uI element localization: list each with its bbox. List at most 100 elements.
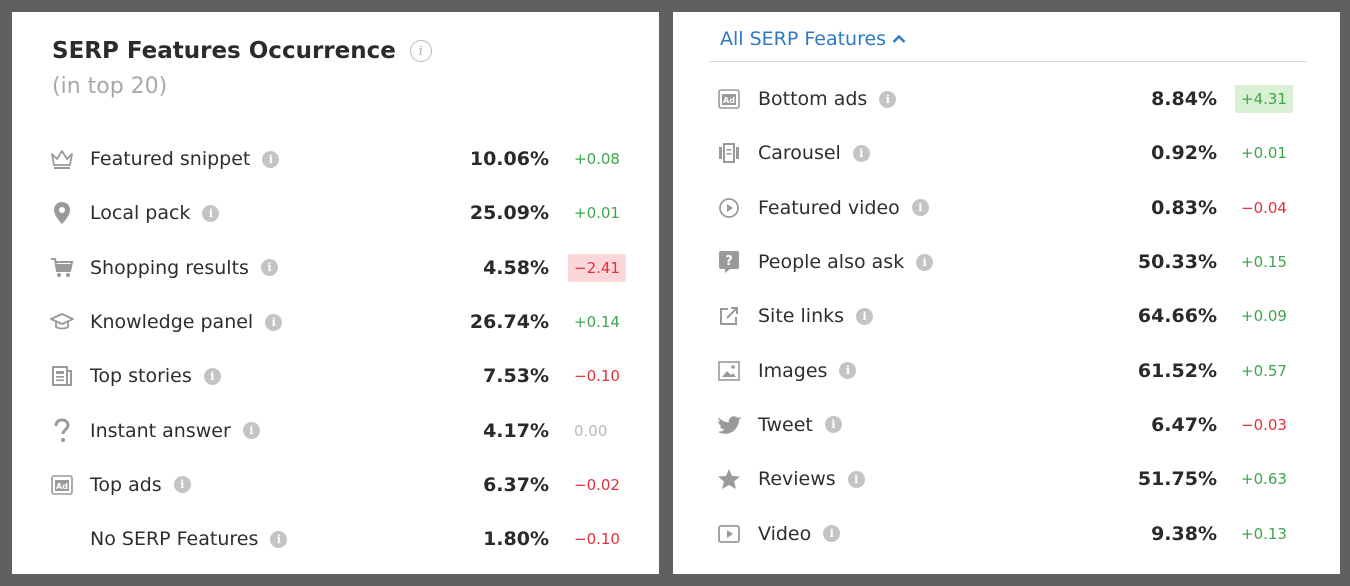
play-circle-icon xyxy=(717,196,741,220)
feature-label-text: Local pack xyxy=(90,202,191,225)
feature-change: +0.57 xyxy=(1241,361,1287,380)
feature-change: +0.13 xyxy=(1241,524,1287,543)
feature-change: +0.01 xyxy=(574,204,620,223)
info-icon[interactable]: i xyxy=(823,525,841,543)
feature-row-featured-video: Featured video i 0.83% −0.04 xyxy=(673,181,1340,235)
info-icon[interactable]: i xyxy=(916,253,934,271)
serp-occurrence-panel: SERP Features Occurrence i (in top 20) F… xyxy=(12,12,659,574)
header-divider xyxy=(709,61,1307,62)
feature-change: −0.10 xyxy=(574,530,620,549)
feature-label-text: Top ads xyxy=(90,473,162,496)
panel-title: SERP Features Occurrence i xyxy=(52,38,432,64)
question-bubble-icon: ? xyxy=(717,250,741,274)
feature-row-site-links: Site links i 64.66% +0.09 xyxy=(673,289,1340,343)
feature-label: Tweet i xyxy=(758,414,842,436)
feature-change: 0.00 xyxy=(574,421,608,440)
feature-label-text: Images xyxy=(758,359,828,382)
feature-label: People also ask i xyxy=(758,251,934,274)
feature-row-top-stories: Top stories i 7.53% −0.10 xyxy=(12,349,659,403)
info-icon[interactable]: i xyxy=(839,362,857,380)
feature-label-text: Knowledge panel xyxy=(90,311,254,334)
image-icon xyxy=(717,359,741,383)
feature-percentage: 1.80% xyxy=(483,528,549,551)
feature-percentage: 61.52% xyxy=(1137,359,1217,382)
info-icon[interactable]: i xyxy=(203,367,221,385)
info-icon[interactable]: i xyxy=(847,470,865,488)
info-icon[interactable]: i xyxy=(262,150,280,168)
feature-percentage: 4.58% xyxy=(483,256,549,279)
external-link-icon xyxy=(717,304,741,328)
feature-list-left: Featured snippet i 10.06% +0.08 Local pack i 2… xyxy=(12,132,659,566)
svg-text:?: ? xyxy=(725,254,733,269)
info-icon[interactable]: i xyxy=(260,259,278,277)
feature-row-images: Images i 61.52% +0.57 xyxy=(673,343,1340,397)
info-icon[interactable]: i xyxy=(270,530,288,548)
feature-row-tweet: Tweet i 6.47% −0.03 xyxy=(673,398,1340,452)
feature-row-instant-answer: Instant answer i 4.17% 0.00 xyxy=(12,403,659,457)
info-icon[interactable]: i xyxy=(265,313,283,331)
feature-label-text: Featured video xyxy=(758,196,900,219)
ad-icon: Ad xyxy=(50,473,74,497)
feature-percentage: 10.06% xyxy=(469,148,549,171)
info-icon[interactable]: i xyxy=(824,416,842,434)
svg-text:Ad: Ad xyxy=(723,96,735,105)
feature-change: −2.41 xyxy=(568,253,626,282)
feature-label: Top stories i xyxy=(90,365,221,387)
all-serp-features-toggle[interactable]: All SERP Features xyxy=(720,28,906,50)
info-icon[interactable]: i xyxy=(202,204,220,222)
video-play-icon xyxy=(717,522,741,546)
all-serp-features-panel: All SERP Features Ad Bottom ads i 8.84% +4.3… xyxy=(673,12,1340,574)
feature-label-text: People also ask xyxy=(758,251,905,274)
info-icon[interactable]: i xyxy=(173,476,191,494)
feature-row-local-pack: Local pack i 25.09% +0.01 xyxy=(12,186,659,240)
feature-row-shopping-results: Shopping results i 4.58% −2.41 xyxy=(12,241,659,295)
feature-percentage: 0.83% xyxy=(1151,196,1217,219)
feature-percentage: 4.17% xyxy=(483,419,549,442)
info-icon[interactable]: i xyxy=(911,199,929,217)
feature-label: Instant answer i xyxy=(90,420,260,442)
feature-label: Featured video i xyxy=(758,197,929,219)
chevron-up-icon[interactable] xyxy=(892,34,906,44)
feature-label-text: Shopping results xyxy=(90,256,249,279)
panel-title-text: SERP Features Occurrence xyxy=(52,38,396,64)
feature-label: Featured snippet i xyxy=(90,148,280,171)
feature-label: Reviews i xyxy=(758,468,865,490)
feature-label-text: Tweet xyxy=(758,413,813,436)
feature-label: Local pack i xyxy=(90,202,220,225)
feature-label-text: Carousel xyxy=(758,142,841,165)
feature-percentage: 26.74% xyxy=(469,311,549,334)
feature-label-text: Site links xyxy=(758,305,845,328)
info-icon[interactable]: i xyxy=(409,40,432,62)
feature-row-no-serp-features: No SERP Features i 1.80% −0.10 xyxy=(12,512,659,566)
feature-percentage: 6.47% xyxy=(1151,413,1217,436)
shopping-cart-icon xyxy=(50,256,74,280)
panel-subtitle: (in top 20) xyxy=(52,74,168,99)
feature-row-knowledge-panel: Knowledge panel i 26.74% +0.14 xyxy=(12,295,659,349)
star-icon xyxy=(717,467,741,491)
question-mark-icon xyxy=(50,418,74,443)
feature-label-text: Top stories xyxy=(90,365,192,388)
empty-icon-slot xyxy=(50,527,74,551)
feature-change: +0.63 xyxy=(1241,470,1287,489)
feature-label: Shopping results i xyxy=(90,257,278,279)
info-icon[interactable]: i xyxy=(852,144,870,162)
feature-percentage: 25.09% xyxy=(469,202,549,225)
feature-change: −0.04 xyxy=(1241,198,1287,217)
info-icon[interactable]: i xyxy=(856,307,874,325)
feature-row-people-also-ask: ? People also ask i 50.33% +0.15 xyxy=(673,235,1340,289)
feature-label: Carousel i xyxy=(758,142,870,164)
feature-change: −0.02 xyxy=(574,475,620,494)
feature-label-text: Featured snippet xyxy=(90,148,251,171)
all-serp-features-label[interactable]: All SERP Features xyxy=(720,28,887,50)
feature-percentage: 0.92% xyxy=(1151,142,1217,165)
feature-row-carousel: Carousel i 0.92% +0.01 xyxy=(673,126,1340,180)
feature-percentage: 64.66% xyxy=(1137,305,1217,328)
info-icon[interactable]: i xyxy=(242,422,260,440)
ad-icon: Ad xyxy=(717,87,741,111)
feature-label-text: Video xyxy=(758,522,812,545)
info-icon[interactable]: i xyxy=(879,90,897,108)
feature-label: Images i xyxy=(758,359,857,382)
feature-label: Knowledge panel i xyxy=(90,311,283,334)
feature-percentage: 9.38% xyxy=(1151,522,1217,545)
feature-row-featured-snippet: Featured snippet i 10.06% +0.08 xyxy=(12,132,659,186)
